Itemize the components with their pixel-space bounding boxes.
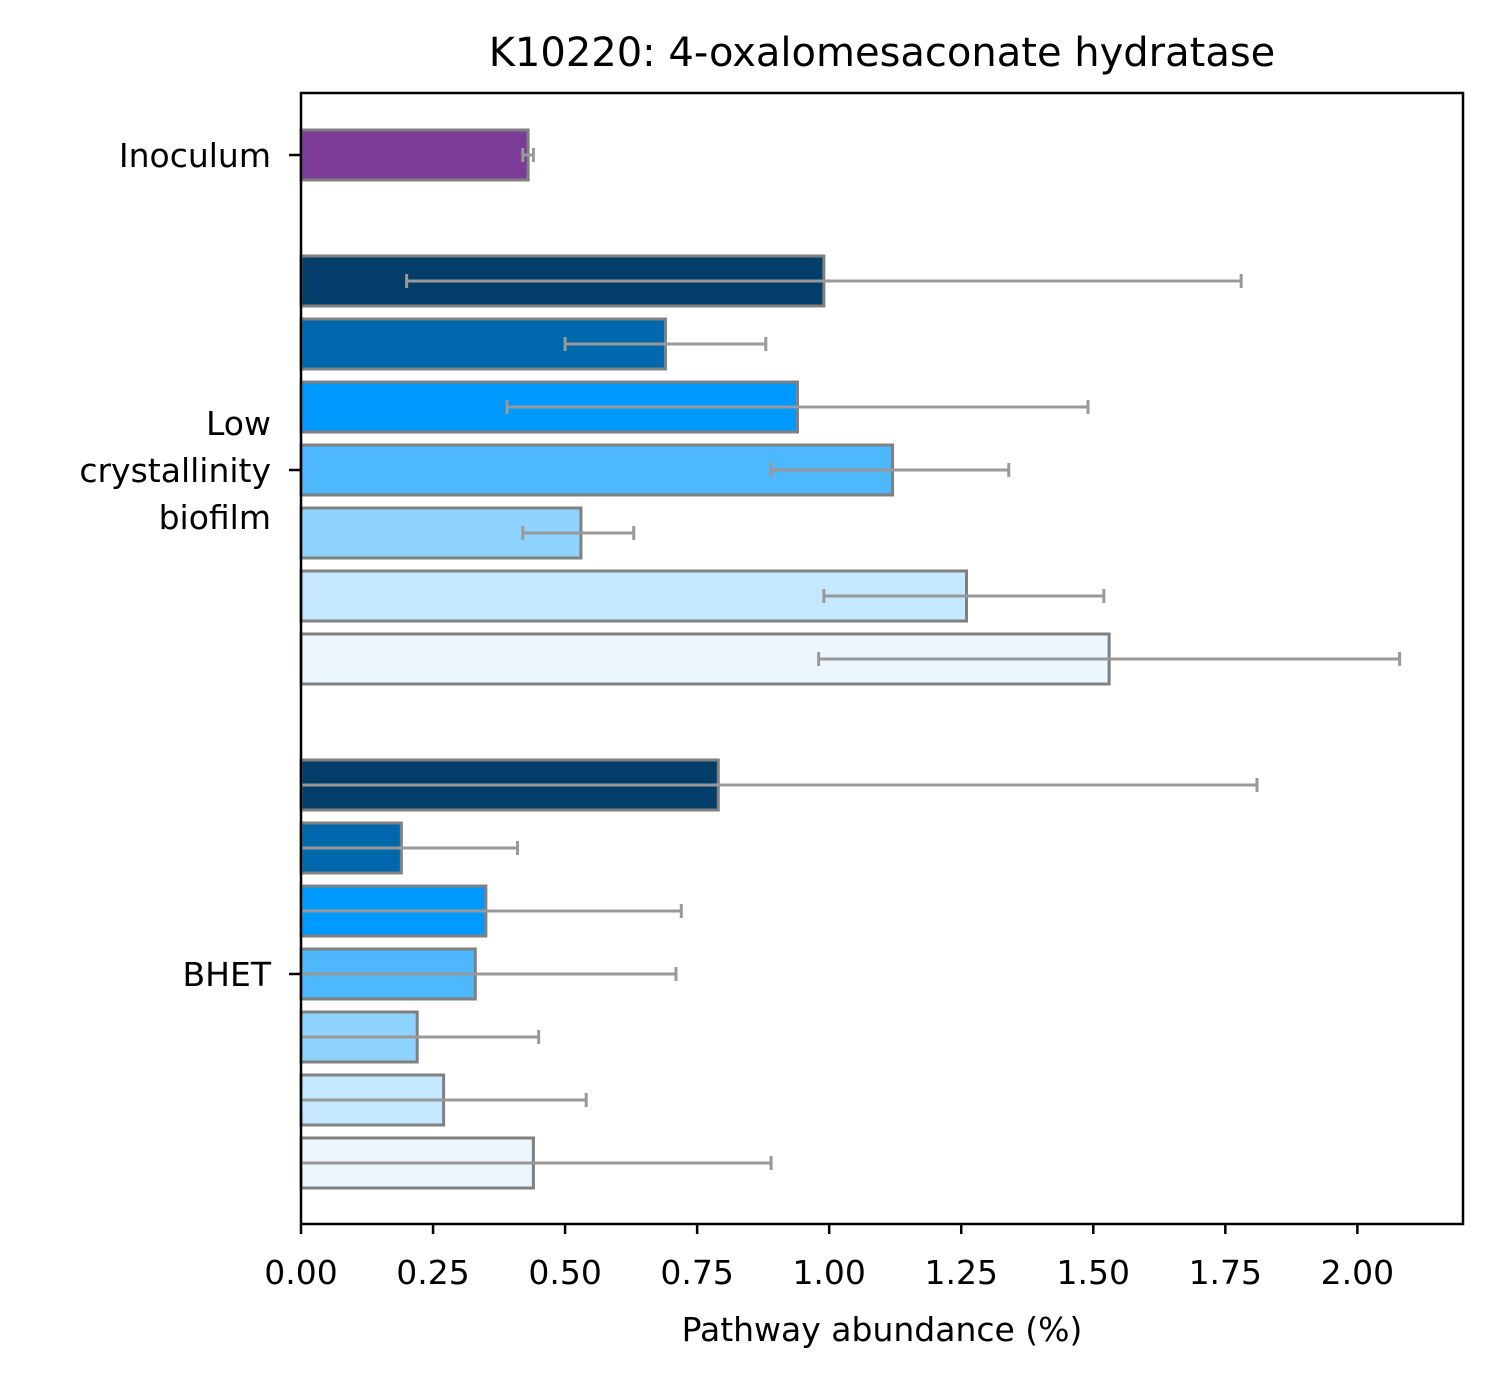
chart-title: K10220: 4-oxalomesaconate hydratase	[489, 30, 1276, 76]
error-bars-layer	[299, 148, 1402, 1170]
x-tick-label: 0.75	[660, 1253, 733, 1292]
error-bar	[405, 274, 1243, 288]
error-bar	[505, 400, 1090, 414]
x-tick-label: 0.00	[264, 1253, 337, 1292]
error-bar	[521, 148, 535, 162]
y-tick-label: biofilm	[159, 498, 271, 537]
error-bar	[817, 652, 1402, 666]
error-bar	[521, 526, 636, 540]
x-tick-label: 0.25	[396, 1253, 469, 1292]
x-axis-label: Pathway abundance (%)	[682, 1310, 1083, 1349]
y-axis: Inoculum Low crystallinity biofilm BHET	[79, 136, 301, 994]
y-tick-label: crystallinity	[79, 451, 271, 490]
bar	[299, 128, 530, 182]
y-tick-label: BHET	[183, 955, 272, 994]
y-tick-label: Low	[206, 404, 271, 443]
x-axis: 0.00 0.25 0.50 0.75 1.00 1.25 1.50 1.75 2.00	[264, 1224, 1394, 1292]
x-tick-label: 1.50	[1057, 1253, 1130, 1292]
x-tick-label: 1.00	[792, 1253, 865, 1292]
x-tick-label: 0.50	[528, 1253, 601, 1292]
error-bar	[822, 589, 1106, 603]
y-tick-label: Inoculum	[119, 136, 271, 175]
x-tick-label: 2.00	[1321, 1253, 1394, 1292]
x-tick-label: 1.75	[1189, 1253, 1262, 1292]
x-tick-label: 1.25	[924, 1253, 997, 1292]
plot-frame	[299, 91, 1465, 1226]
error-bar	[563, 337, 768, 351]
error-bar	[769, 463, 1011, 477]
